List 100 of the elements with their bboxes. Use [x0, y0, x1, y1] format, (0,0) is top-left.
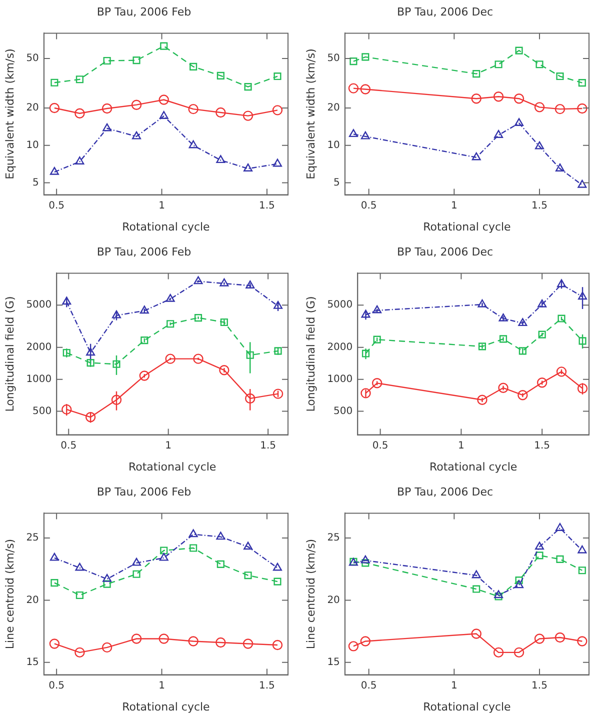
point [499, 335, 508, 343]
point [219, 365, 230, 376]
y-tick-label: 500 [334, 406, 353, 417]
point [514, 118, 524, 126]
point [272, 105, 283, 116]
y-axis-title: Line centroid (km/s) [304, 538, 318, 650]
point [160, 42, 168, 50]
point [272, 640, 283, 650]
point [498, 313, 508, 322]
point [244, 572, 252, 580]
point [554, 104, 566, 114]
point [74, 108, 85, 118]
point [216, 560, 224, 568]
point [372, 305, 382, 314]
x-axis-title: Rotational cycle [423, 700, 512, 714]
point [75, 156, 84, 164]
point [514, 647, 524, 658]
point [50, 552, 59, 561]
y-tick-label: 20 [26, 594, 39, 606]
point [577, 383, 588, 394]
point [372, 378, 382, 388]
point [360, 84, 371, 94]
point [536, 552, 544, 560]
point [274, 347, 282, 355]
x-tick-label: 1 [450, 680, 458, 692]
point [272, 158, 282, 167]
x-tick-label: 1 [158, 680, 165, 692]
point [373, 336, 381, 344]
y-tick-label: 20 [327, 102, 340, 114]
point [62, 348, 70, 357]
point [494, 592, 502, 600]
point [494, 590, 504, 598]
y-tick-label: 500 [32, 406, 52, 417]
x-tick-label: 1 [158, 200, 165, 212]
point [577, 636, 588, 646]
chart-title: BP Tau, 2006 Feb [96, 245, 192, 258]
x-tick-label: 0.5 [48, 200, 64, 212]
point [86, 359, 94, 367]
y-tick-label: 20 [26, 102, 39, 114]
x-tick-label: 1.5 [259, 680, 275, 692]
point [557, 279, 566, 288]
y-tick-label: 5000 [327, 300, 353, 311]
point [555, 523, 564, 531]
point [102, 103, 112, 114]
point [478, 299, 487, 308]
point [515, 46, 523, 54]
point [62, 404, 72, 415]
x-tick-label: 0.5 [372, 440, 388, 452]
y-axis-title: Equivalent width (km/s) [304, 48, 318, 180]
point [555, 164, 564, 172]
point [534, 102, 545, 112]
point [166, 320, 174, 328]
point [102, 574, 112, 582]
point [556, 366, 567, 377]
point [49, 638, 60, 649]
point [86, 348, 96, 356]
point [188, 140, 198, 148]
x-axis-title: Rotational cycle [128, 460, 216, 474]
point [578, 337, 586, 345]
point [216, 637, 226, 648]
point [472, 152, 481, 160]
point [159, 552, 168, 561]
point [536, 60, 544, 68]
point [216, 155, 226, 164]
x-tick-label: 0.5 [48, 680, 64, 692]
point [246, 280, 255, 288]
point [578, 79, 586, 87]
point [578, 292, 588, 300]
y-axis-title: Equivalent width (km/s) [3, 48, 16, 180]
y-axis-title: Longitudinal field (G) [304, 296, 318, 412]
point [360, 388, 371, 398]
y-tick-label: 1000 [26, 374, 52, 385]
x-tick-label: 1.5 [259, 200, 275, 212]
point [471, 628, 482, 639]
point [50, 78, 58, 86]
point [112, 310, 121, 318]
point [554, 632, 566, 643]
x-tick-label: 1 [450, 200, 458, 212]
point [514, 580, 524, 588]
y-tick-label: 50 [26, 53, 39, 64]
point [246, 351, 254, 359]
point [274, 300, 283, 309]
point [578, 180, 587, 188]
x-tick-label: 0.5 [360, 200, 377, 212]
x-tick-label: 1.5 [534, 440, 550, 452]
y-tick-label: 50 [327, 53, 340, 64]
point [244, 83, 252, 91]
y-tick-label: 20 [327, 594, 340, 606]
chart-title: BP Tau, 2006 Dec [396, 5, 494, 18]
point [62, 296, 72, 305]
y-tick-label: 10 [327, 140, 340, 151]
x-tick-label: 1.5 [532, 680, 548, 692]
point [556, 72, 564, 80]
point [140, 306, 149, 314]
point [165, 354, 176, 364]
point [472, 70, 480, 78]
point [158, 634, 169, 644]
y-tick-label: 10 [26, 140, 39, 151]
y-tick-label: 25 [26, 532, 39, 544]
x-tick-label: 1.5 [260, 440, 276, 452]
